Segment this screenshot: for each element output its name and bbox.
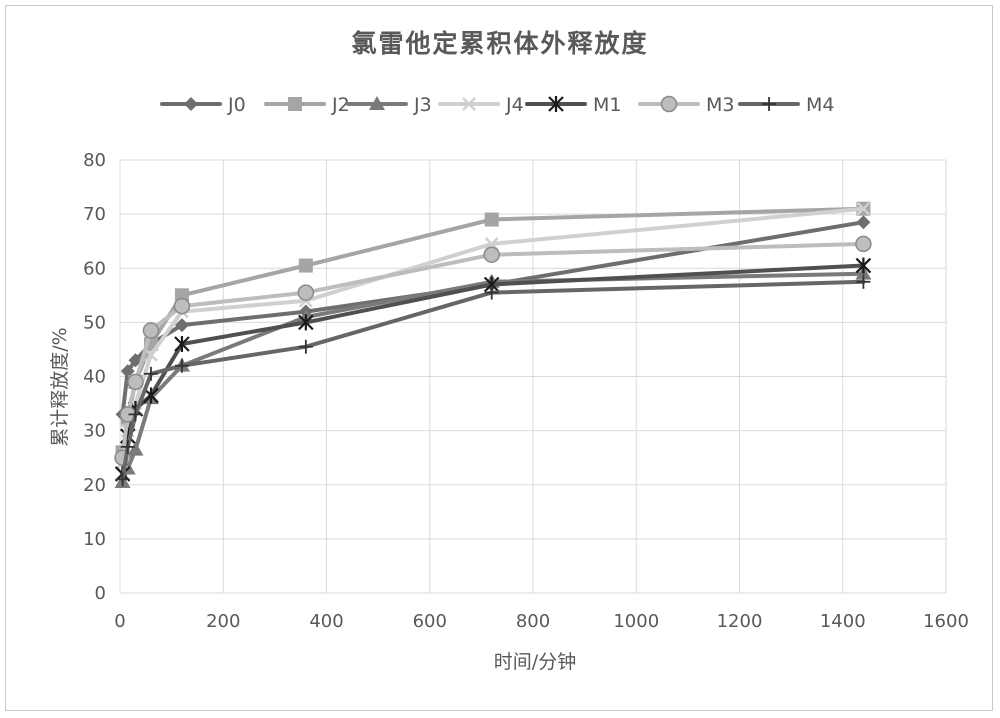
legend-label-m4: M4 [806, 94, 834, 116]
point-m4-5 [299, 340, 313, 354]
y-axis-title: 累计释放度/% [49, 327, 71, 446]
point-m3-6 [484, 247, 499, 262]
y-tick-labels: 0 10 20 30 40 50 60 70 80 [83, 150, 106, 604]
legend-item-j0: J0 [162, 94, 246, 116]
series-group [115, 202, 872, 488]
legend-label-j0: J0 [227, 94, 246, 116]
legend-label-j4: J4 [505, 94, 524, 116]
point-m3-2 [128, 374, 143, 389]
legend-label-m3: M3 [706, 94, 734, 116]
y-tick-70: 70 [83, 204, 106, 225]
legend-item-m1: M1 [527, 94, 621, 116]
legend-marker-m3 [662, 97, 677, 112]
legend-marker-m4 [762, 97, 776, 111]
x-tick-0: 0 [114, 611, 125, 632]
series-line-m4 [123, 282, 864, 480]
legend-marker-j2 [288, 97, 302, 111]
x-tick-800: 800 [516, 611, 550, 632]
legend-item-j3: J3 [348, 94, 432, 116]
legend-label-m1: M1 [593, 94, 621, 116]
legend-marker-j0 [184, 97, 198, 111]
y-tick-0: 0 [95, 583, 106, 604]
y-tick-20: 20 [83, 475, 106, 496]
x-tick-400: 400 [309, 611, 343, 632]
point-m3-7 [856, 236, 871, 251]
point-j0-7 [856, 215, 870, 229]
x-tick-1400: 1400 [820, 611, 866, 632]
legend-item-m4: M4 [740, 94, 834, 116]
point-j2-5 [299, 259, 313, 273]
x-tick-1200: 1200 [717, 611, 763, 632]
y-tick-60: 60 [83, 258, 106, 279]
legend: J0 J2 J3 J4 M1 M3 M4 [162, 94, 834, 116]
x-tick-labels: 0 200 400 600 800 1000 1200 1400 1600 [114, 611, 969, 632]
series-line-m1 [123, 266, 864, 474]
grid-lines [120, 160, 946, 593]
series-line-j3 [123, 274, 864, 482]
x-axis-title: 时间/分钟 [494, 651, 576, 673]
point-m3-4 [174, 299, 189, 314]
x-tick-600: 600 [413, 611, 447, 632]
chart-title: 氯雷他定累积体外释放度 [351, 29, 648, 58]
legend-item-j4: J4 [440, 94, 524, 116]
x-tick-1600: 1600 [923, 611, 969, 632]
x-tick-1000: 1000 [613, 611, 659, 632]
point-j2-6 [485, 213, 499, 227]
legend-label-j3: J3 [413, 94, 432, 116]
point-m3-5 [298, 285, 313, 300]
y-tick-40: 40 [83, 367, 106, 388]
point-m3-3 [143, 323, 158, 338]
y-tick-50: 50 [83, 312, 106, 333]
legend-item-m3: M3 [640, 94, 734, 116]
y-tick-10: 10 [83, 529, 106, 550]
y-tick-80: 80 [83, 150, 106, 171]
x-tick-200: 200 [206, 611, 240, 632]
legend-item-j2: J2 [266, 94, 350, 116]
y-tick-30: 30 [83, 421, 106, 442]
